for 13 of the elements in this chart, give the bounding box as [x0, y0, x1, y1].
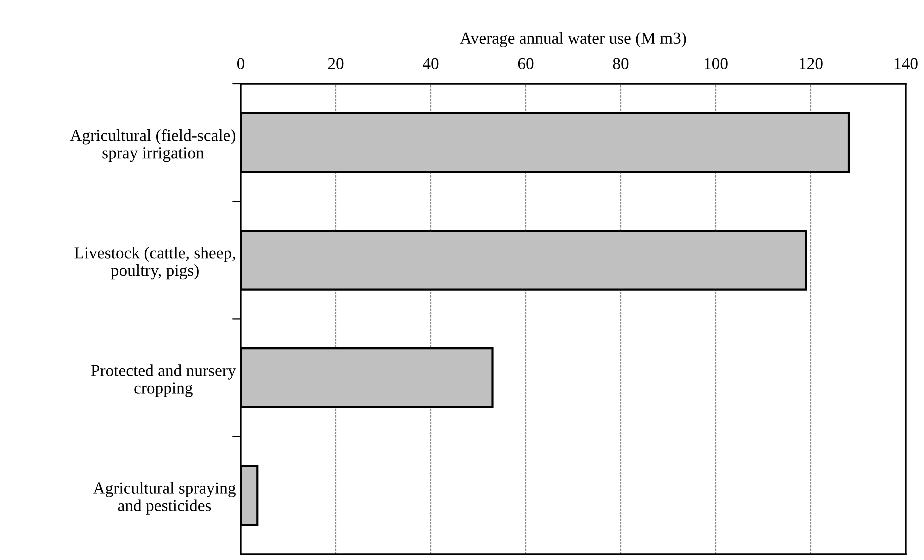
x-axis-title: Average annual water use (M m3) [460, 32, 686, 48]
x-tick-label: 80 [613, 58, 629, 70]
y-tick-label: Livestock (cattle, sheep, poultry, pigs) [74, 247, 236, 280]
y-tick-label: Agricultural (field-scale) spray irrigation [70, 129, 236, 162]
y-tick-label: Agricultural spraying and pesticides [93, 482, 236, 515]
x-tick-label: 120 [800, 58, 823, 70]
x-tick-label: 20 [328, 58, 344, 70]
x-tick-label: 40 [422, 58, 439, 70]
x-tick-label: 60 [518, 58, 534, 70]
x-tick-label: 100 [704, 58, 728, 70]
x-tick-label: 140 [894, 58, 918, 70]
x-tick-label: 0 [237, 58, 245, 70]
y-tick-label: Protected and nursery cropping [91, 364, 236, 398]
